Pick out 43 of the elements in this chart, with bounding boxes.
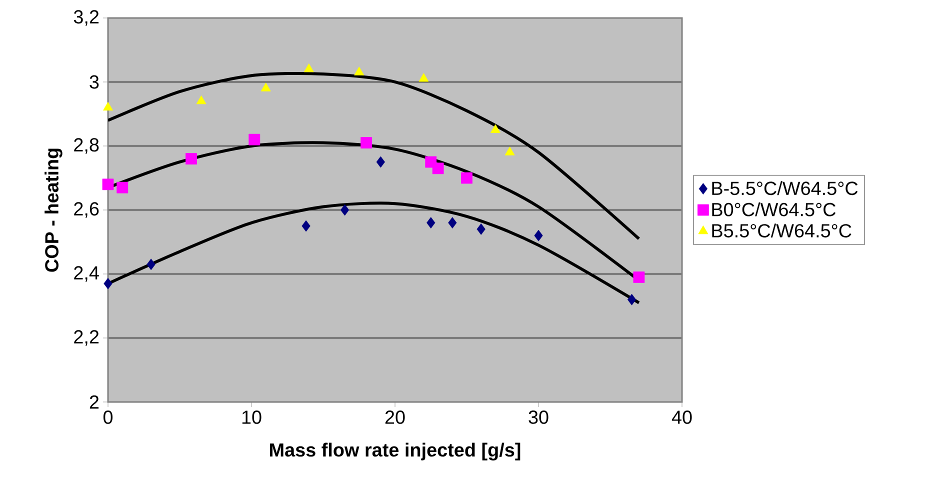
point [426, 217, 436, 228]
y-tick-label: 2,6 [74, 202, 99, 218]
x-tick-label: 30 [528, 410, 548, 424]
y-tick-label: 3,2 [74, 10, 99, 26]
point [633, 271, 645, 283]
point [448, 217, 457, 228]
point [418, 73, 429, 82]
y-axis-title: COP - heating [44, 148, 62, 272]
point [360, 137, 372, 148]
point [146, 258, 156, 270]
point [354, 66, 364, 76]
point [627, 294, 636, 306]
point [104, 278, 112, 290]
point [376, 156, 385, 168]
point [186, 153, 197, 164]
x-axis-title: Mass flow rate injected [g/s] [270, 442, 520, 460]
point [102, 178, 114, 190]
point [103, 102, 113, 111]
y-tick-label: 3 [90, 75, 99, 89]
y-tick-label: 2,2 [74, 330, 99, 346]
point [534, 230, 543, 242]
legend-label: B5.5°C/W64.5°C [712, 224, 852, 238]
point [260, 82, 271, 92]
y-tick-label: 2 [90, 395, 99, 409]
x-tick-label: 0 [103, 410, 113, 424]
x-tick-label: 10 [242, 410, 262, 424]
legend-label: B0°C/W64.5°C [712, 202, 836, 216]
point [504, 146, 515, 156]
point [248, 134, 260, 146]
point [432, 162, 444, 174]
point [116, 182, 128, 194]
legend-label: B-5.5°C/W64.5°C [712, 181, 858, 196]
point [476, 223, 486, 235]
y-tick-label: 2,8 [74, 138, 99, 154]
point [302, 220, 310, 232]
point [340, 204, 350, 216]
point [490, 124, 500, 133]
x-tick-label: 20 [385, 410, 405, 424]
point [196, 95, 206, 104]
point [304, 63, 314, 72]
y-tick-label: 2,4 [74, 266, 99, 282]
x-tick-label: 40 [672, 410, 692, 424]
point [461, 172, 472, 184]
